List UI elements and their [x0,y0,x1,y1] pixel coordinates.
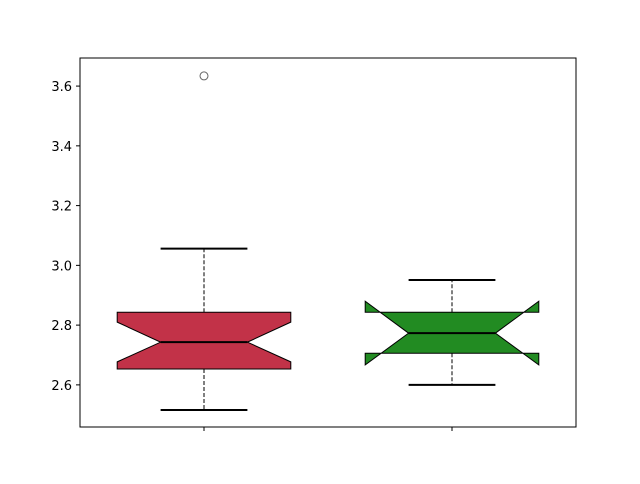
box-group-2 [364,278,540,386]
y-tick-label: 3.6 [51,80,72,95]
plot-frame [79,57,577,428]
outlier-point [199,71,209,81]
y-tick-label: 2.6 [51,379,72,394]
y-tick-label: 3.4 [51,140,72,155]
box-group-1 [116,71,292,411]
y-tick-label: 3.2 [51,200,72,215]
y-tick-label: 2.8 [51,319,72,334]
y-tick-label: 3.0 [51,259,72,274]
plot-background [80,58,576,427]
notched-box [116,311,292,370]
